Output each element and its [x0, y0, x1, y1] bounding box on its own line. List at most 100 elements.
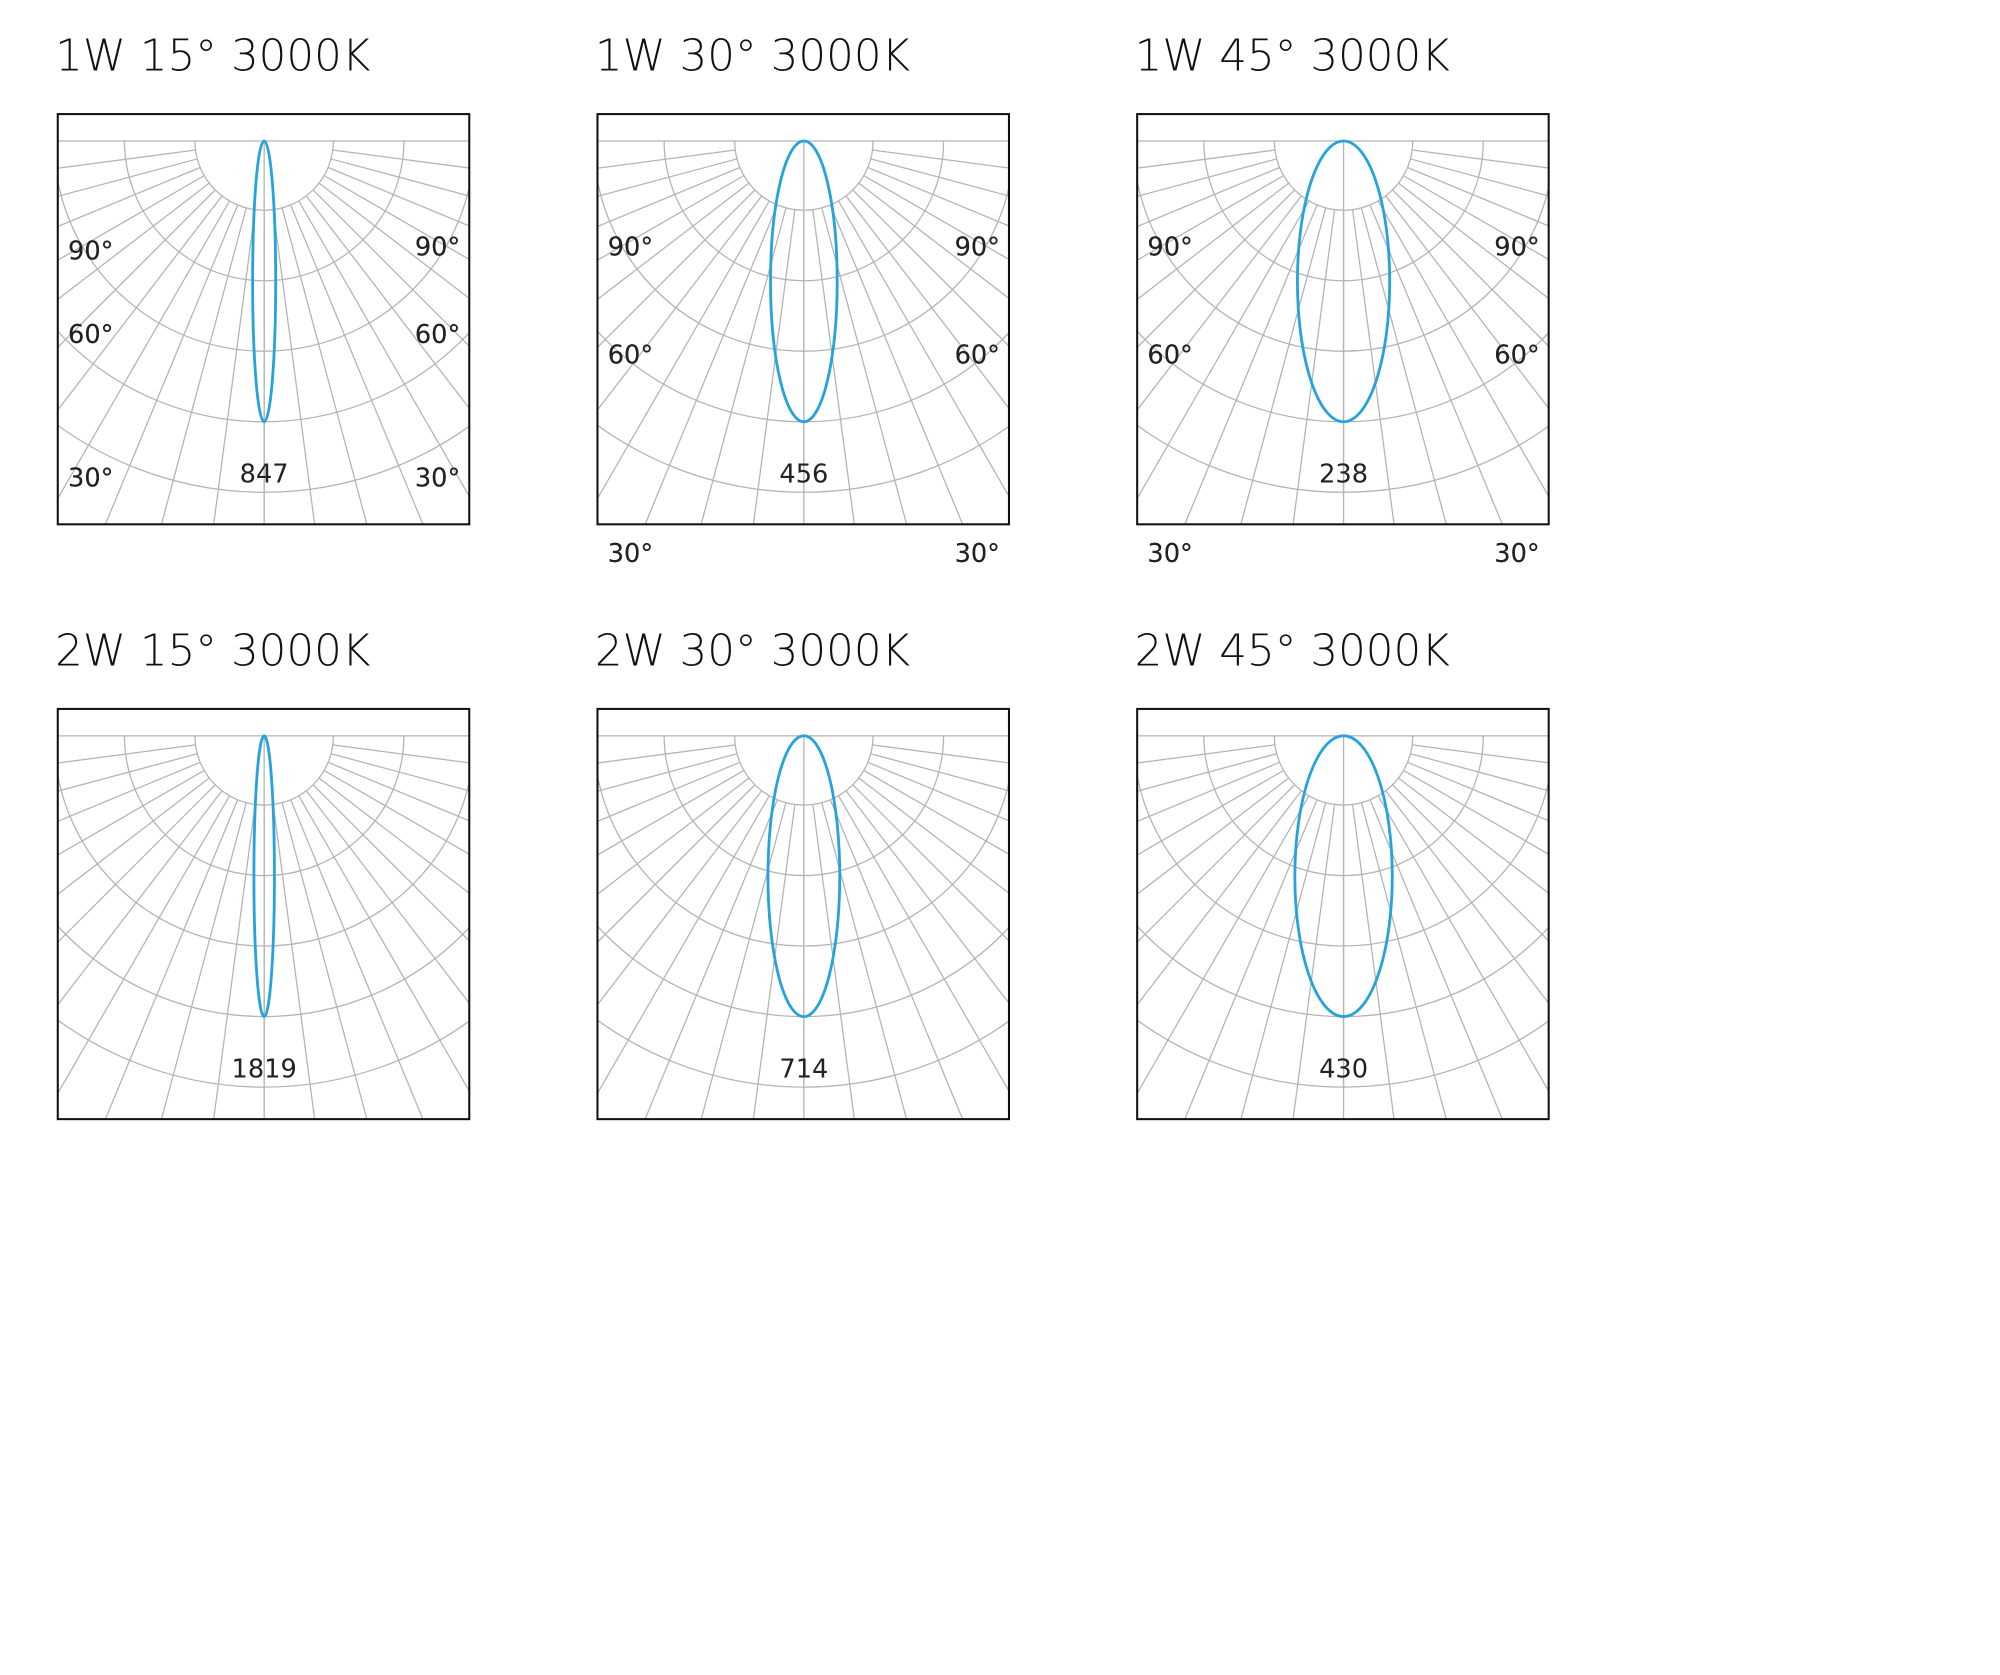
grid-radial [1385, 195, 1549, 410]
beam-curve [769, 139, 839, 424]
grid-radial [644, 204, 778, 525]
grid-radial [1137, 182, 1290, 301]
frame [56, 707, 471, 1121]
grid-radial [1412, 744, 1549, 764]
diagram-title: 1W 45° 3000K [1135, 32, 1451, 82]
angle-label: 30° [955, 539, 1000, 569]
grid-radial [327, 761, 470, 822]
grid-radial [1410, 158, 1549, 197]
polar-diagram: 90° 90° 60° 60° 30° 30° 430 [1136, 233, 1550, 1121]
grid-radial [700, 207, 787, 525]
angle-label: 90° [68, 237, 113, 267]
polar-grid [1137, 735, 1549, 1120]
grid-radial [57, 149, 196, 169]
grid-radial [1137, 158, 1277, 197]
beam-curve [766, 734, 842, 1018]
grid-radial [104, 799, 239, 1120]
frame [596, 113, 1010, 526]
angle-label: 30° [1147, 539, 1192, 569]
grid-radial [829, 799, 964, 1120]
grid-radial [57, 769, 205, 856]
frame [1136, 707, 1550, 1121]
grid-radial [867, 166, 1009, 227]
peak-intensity: 1819 [232, 1054, 297, 1084]
angle-label: 60° [955, 340, 1000, 370]
diagram-title: 2W 30° 3000K [595, 626, 911, 676]
polar-grid [57, 735, 470, 1120]
angle-label: 60° [1147, 340, 1192, 370]
grid-radial [1137, 175, 1284, 261]
grid-radial [332, 744, 470, 764]
grid-radial [870, 158, 1009, 197]
grid-radial [597, 784, 756, 944]
grid-radial [57, 795, 231, 1095]
grid-radial [1137, 744, 1276, 764]
angle-label: 60° [955, 340, 1000, 370]
beam-curve [1293, 734, 1394, 1018]
angle-label: 30° [415, 463, 460, 493]
grid-radial [597, 753, 738, 792]
grid-radial [597, 790, 763, 1006]
grid-radial [1184, 204, 1318, 525]
grid-radial [700, 802, 787, 1120]
polar-grid [597, 735, 1009, 1120]
grid-radial [597, 761, 741, 823]
polar-diagram: 90° 90° 60° 60° 30° 30° 456 [596, 113, 1010, 569]
angle-label: 60° [608, 340, 653, 370]
angle-label: 60° [608, 340, 653, 370]
grid-radial [597, 795, 770, 1095]
grid-radial [305, 195, 470, 410]
grid-radial [821, 207, 908, 525]
grid-radial [57, 175, 205, 261]
grid-radial [597, 769, 745, 856]
grid-radial [1369, 799, 1504, 1120]
grid-radial [57, 790, 223, 1006]
grid-radial [1137, 200, 1310, 500]
angle-label: 90° [1147, 233, 1192, 263]
angle-label: 60° [415, 320, 460, 350]
angle-label: 30° [68, 463, 113, 493]
angle-label: 30° [68, 463, 113, 493]
grid-radial [160, 207, 247, 525]
grid-radial [1360, 802, 1447, 1120]
grid-radial [323, 175, 470, 261]
grid-radial [867, 761, 1009, 822]
angle-label: 90° [415, 233, 460, 263]
grid-radial [845, 790, 1009, 1005]
grid-radial [1137, 769, 1284, 856]
grid-radial [1385, 790, 1549, 1005]
grid-radial [57, 189, 216, 349]
grid-radial [1137, 761, 1280, 823]
grid-radial [1137, 195, 1302, 412]
angle-label: 30° [955, 539, 1000, 569]
grid-radial [821, 802, 908, 1120]
grid-radial [597, 195, 763, 412]
grid-radial [290, 204, 424, 525]
grid-radial [1137, 166, 1280, 228]
grid-radial [1412, 149, 1549, 169]
grid-radial [1398, 182, 1549, 300]
grid-radial [1403, 175, 1549, 261]
grid-radial [1240, 207, 1327, 525]
polar-grid [1137, 140, 1549, 525]
grid-radial [829, 204, 964, 525]
grid-radial [318, 777, 470, 895]
grid-radial [272, 804, 316, 1120]
grid-radial [1410, 753, 1549, 792]
grid-radial [318, 182, 470, 300]
angle-label: 60° [68, 320, 113, 350]
grid-radial [1137, 149, 1276, 169]
grid-radial [298, 795, 470, 1093]
grid-radial [597, 149, 736, 169]
angle-label: 60° [1494, 340, 1539, 370]
grid-radial [597, 182, 750, 301]
angle-label: 90° [1494, 233, 1539, 263]
grid-radial [323, 769, 470, 856]
beam-curve [252, 734, 276, 1018]
grid-radial [160, 802, 247, 1120]
grid-radial [845, 195, 1009, 410]
grid-radial [858, 182, 1009, 300]
frame [596, 707, 1010, 1121]
grid-radial [812, 209, 855, 525]
grid-radial [1377, 795, 1549, 1093]
